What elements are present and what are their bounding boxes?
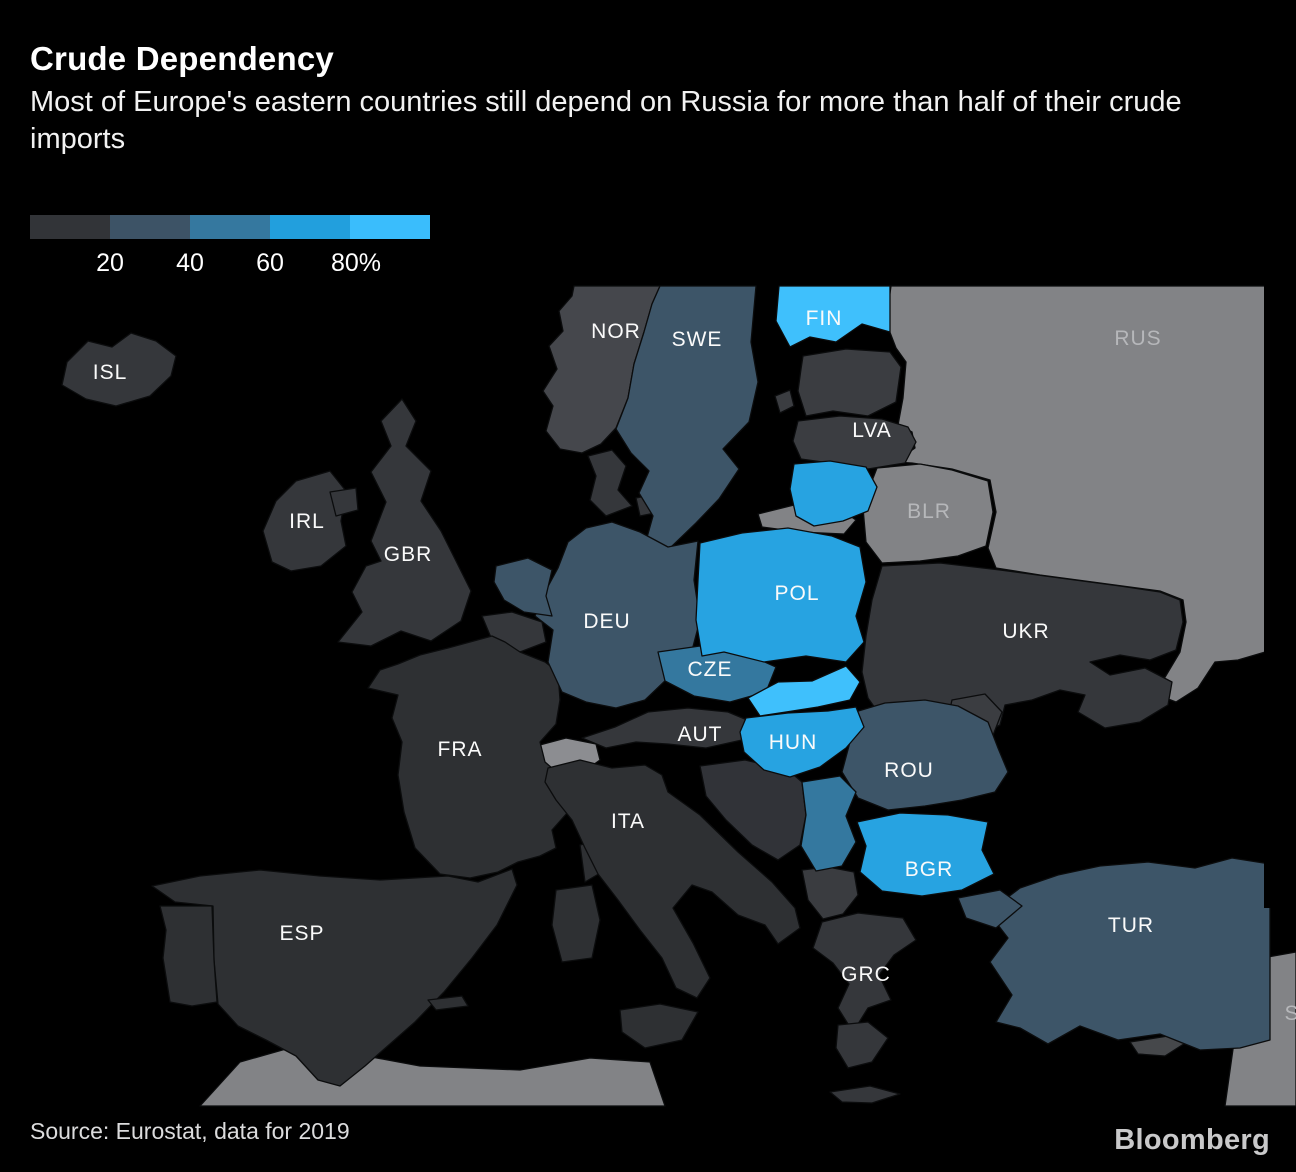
country-bulgaria (856, 812, 995, 897)
map-label-irl: IRL (289, 510, 325, 533)
map-label-ukr: UKR (1002, 620, 1049, 643)
map-label-deu: DEU (583, 610, 630, 633)
bloomberg-logo: Bloomberg (1114, 1124, 1270, 1156)
map-label-fin: FIN (806, 307, 843, 330)
map-label-hun: HUN (769, 731, 818, 754)
map-label-swe: SWE (672, 328, 723, 351)
legend-tick-20: 20 (96, 249, 124, 277)
page-title: Crude Dependency (30, 40, 334, 77)
legend-swatch-60-80 (270, 215, 350, 239)
country-latvia (792, 415, 917, 470)
country-spain (151, 868, 518, 1087)
country-romania (841, 699, 1009, 811)
country-serbia (800, 775, 857, 872)
map-label-pol: POL (774, 582, 819, 605)
map-label-grc: GRC (841, 963, 891, 986)
map-label-lva: LVA (852, 419, 892, 442)
country-italy (544, 759, 801, 999)
map-label-syria-cut: S (1284, 1002, 1296, 1025)
map-label-tur: TUR (1108, 914, 1154, 937)
legend-tick-40: 40 (176, 249, 204, 277)
region-north-africa (199, 1044, 666, 1107)
country-slovakia (747, 665, 861, 717)
country-denmark (587, 449, 633, 517)
map-label-isl: ISL (93, 361, 128, 384)
country-netherlands (493, 557, 553, 617)
country-finland (775, 285, 891, 348)
region-sardinia (551, 884, 601, 963)
country-estonia (797, 348, 902, 417)
region-albania-macedonia (801, 866, 859, 920)
map-label-fra: FRA (438, 738, 483, 761)
region-crete (829, 1085, 901, 1104)
map-label-gbr: GBR (384, 543, 433, 566)
country-iceland (61, 332, 177, 407)
region-cyprus (1129, 1035, 1191, 1057)
country-austria (581, 707, 753, 749)
map-frame-right (1264, 280, 1296, 908)
region-northern-ireland (329, 487, 359, 517)
source-note: Source: Eurostat, data for 2019 (30, 1118, 350, 1144)
region-balearics (427, 995, 469, 1011)
country-hungary (739, 706, 865, 778)
country-russia (885, 285, 1273, 703)
country-lithuania (789, 460, 878, 527)
legend-tick-60: 60 (256, 249, 284, 277)
map-label-ita: ITA (611, 810, 645, 833)
map-label-aut: AUT (678, 723, 723, 746)
legend-swatch-40-60 (190, 215, 270, 239)
region-turkish-thrace (957, 889, 1023, 929)
region-estonian-isles (774, 389, 795, 414)
map-label-nor: NOR (591, 320, 641, 343)
chart-subtitle: Most of Europe's eastern countries still… (30, 86, 1182, 155)
legend-swatch-0-20 (30, 215, 110, 239)
map-label-blr: BLR (907, 500, 951, 523)
region-sicily (619, 1003, 699, 1049)
country-poland (695, 527, 867, 663)
map-label-bgr: BGR (905, 858, 954, 881)
legend-tick-80: 80% (331, 249, 381, 277)
legend-swatch-20-40 (110, 215, 190, 239)
legend-swatch-80plus (350, 215, 430, 239)
region-peloponnese (835, 1021, 889, 1069)
country-great-britain (337, 398, 472, 647)
map-label-rus: RUS (1114, 327, 1161, 350)
map-label-esp: ESP (279, 922, 324, 945)
map-label-cze: CZE (688, 658, 733, 681)
color-legend: 20 40 60 80% (30, 215, 430, 277)
country-turkey (987, 857, 1271, 1051)
europe-choropleth-map: ISL NOR SWE FIN RUS LVA BLR IRL GBR DEU … (61, 280, 1296, 1107)
country-portugal (159, 905, 218, 1007)
country-greece (812, 912, 917, 1033)
map-label-rou: ROU (884, 759, 934, 782)
